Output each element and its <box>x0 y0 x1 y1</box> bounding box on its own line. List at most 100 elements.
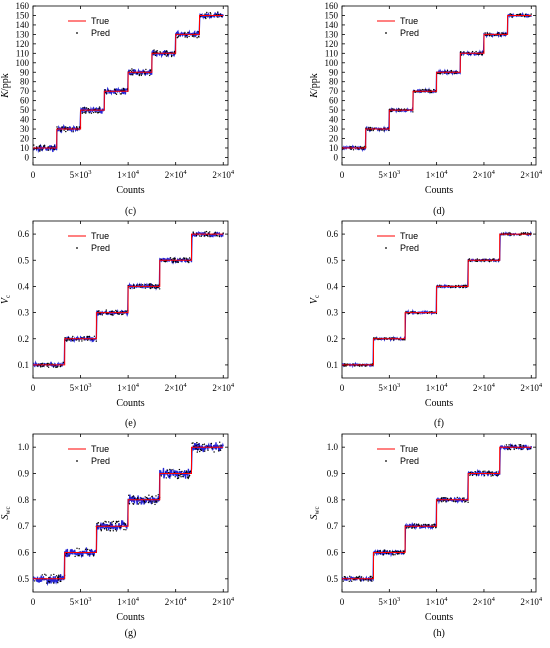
y-tick-label: 10 <box>20 143 30 153</box>
pred-point <box>86 336 89 338</box>
pred-point <box>519 13 521 15</box>
pred-point <box>199 235 201 237</box>
true-series-line <box>33 15 224 149</box>
pred-point <box>439 500 441 502</box>
pred-point <box>202 443 204 446</box>
pred-point <box>477 53 479 55</box>
pred-point <box>430 91 433 93</box>
pred-point <box>365 579 367 581</box>
y-tick-label: 1.0 <box>327 442 339 452</box>
pred-point <box>71 127 74 129</box>
pred-point <box>363 579 365 581</box>
pred-point <box>463 51 465 53</box>
pred-point <box>36 365 39 367</box>
pred-point <box>149 69 152 72</box>
pred-point <box>114 89 117 91</box>
pred-point <box>111 310 113 312</box>
pred-point <box>164 51 166 53</box>
x-tick-label: 5×103 <box>378 169 400 180</box>
pred-point <box>132 503 135 505</box>
pred-point <box>185 34 187 37</box>
pred-point <box>196 441 198 444</box>
pred-point <box>484 32 486 34</box>
y-axis-title: Vc <box>309 295 321 304</box>
pred-point <box>453 500 455 502</box>
panel-label: (e) <box>125 418 136 429</box>
pred-point <box>159 51 161 53</box>
pred-point <box>357 576 359 579</box>
y-tick-label: 0 <box>25 152 30 162</box>
pred-point <box>65 126 67 128</box>
pred-point <box>128 494 130 496</box>
pred-point <box>214 231 217 233</box>
plot-frame <box>32 5 229 166</box>
data-area <box>33 441 224 587</box>
pred-point <box>186 258 188 260</box>
pred-point <box>371 580 373 582</box>
pred-point <box>219 441 221 443</box>
pred-point <box>186 36 188 39</box>
pred-point <box>116 310 118 313</box>
pred-point <box>135 284 138 286</box>
x-tick-label: 2×104 <box>212 169 235 180</box>
pred-point <box>343 365 346 367</box>
pred-point <box>158 497 160 500</box>
pred-point <box>394 554 396 556</box>
pred-point <box>81 112 84 114</box>
pred-point <box>507 234 509 236</box>
pred-point <box>47 149 50 151</box>
pred-point <box>97 112 100 114</box>
pred-point <box>165 477 167 479</box>
pred-point <box>187 260 189 262</box>
pred-point <box>367 127 370 129</box>
pred-point <box>217 235 219 237</box>
pred-point <box>122 310 124 313</box>
pred-point <box>104 520 106 523</box>
pred-point <box>199 450 201 453</box>
legend: True Pred <box>68 16 110 38</box>
pred-point <box>137 497 139 499</box>
pred-point <box>447 72 449 75</box>
pred-point <box>99 313 102 315</box>
pred-point <box>154 501 156 503</box>
pred-point <box>46 362 49 365</box>
y-axis-title: K/ppk <box>0 73 11 98</box>
true-series-line <box>342 446 532 580</box>
pred-point <box>393 550 395 553</box>
pred-point <box>502 32 504 35</box>
pred-point <box>68 555 70 557</box>
true-series-line <box>342 233 532 366</box>
x-axis-title: Counts <box>116 398 144 409</box>
pred-point <box>198 445 200 447</box>
pred-point <box>93 335 96 337</box>
pred-point <box>129 69 131 72</box>
pred-point <box>78 548 80 550</box>
x-tick-label: 2×104 <box>212 382 235 393</box>
pred-point <box>359 579 361 581</box>
pred-point <box>355 576 358 578</box>
pred-point <box>442 500 445 502</box>
pred-point <box>115 93 118 96</box>
pred-point <box>488 34 491 36</box>
x-tick-label: 2×104 <box>520 382 543 393</box>
pred-point <box>513 448 515 451</box>
pred-point <box>193 36 195 38</box>
pred-point <box>188 257 191 259</box>
pred-point <box>131 496 133 498</box>
pred-point <box>195 445 197 447</box>
y-tick-label: 150 <box>325 10 339 20</box>
pred-point <box>403 552 405 555</box>
pred-point <box>358 575 361 577</box>
pred-point <box>204 231 206 233</box>
pred-point <box>461 497 464 499</box>
pred-point <box>47 366 50 368</box>
pred-point <box>51 363 53 365</box>
pred-point <box>115 309 117 312</box>
plot-frame <box>341 220 537 379</box>
pred-point <box>435 526 437 528</box>
pred-point <box>441 501 443 503</box>
pred-point <box>189 470 192 473</box>
pred-point <box>360 576 363 578</box>
chart-panel-f: 0.1 0.2 0.3 0.4 0.5 0.6 0 5×103 1×104 2×104 2×104 C… <box>309 220 543 429</box>
pred-point <box>439 284 441 286</box>
